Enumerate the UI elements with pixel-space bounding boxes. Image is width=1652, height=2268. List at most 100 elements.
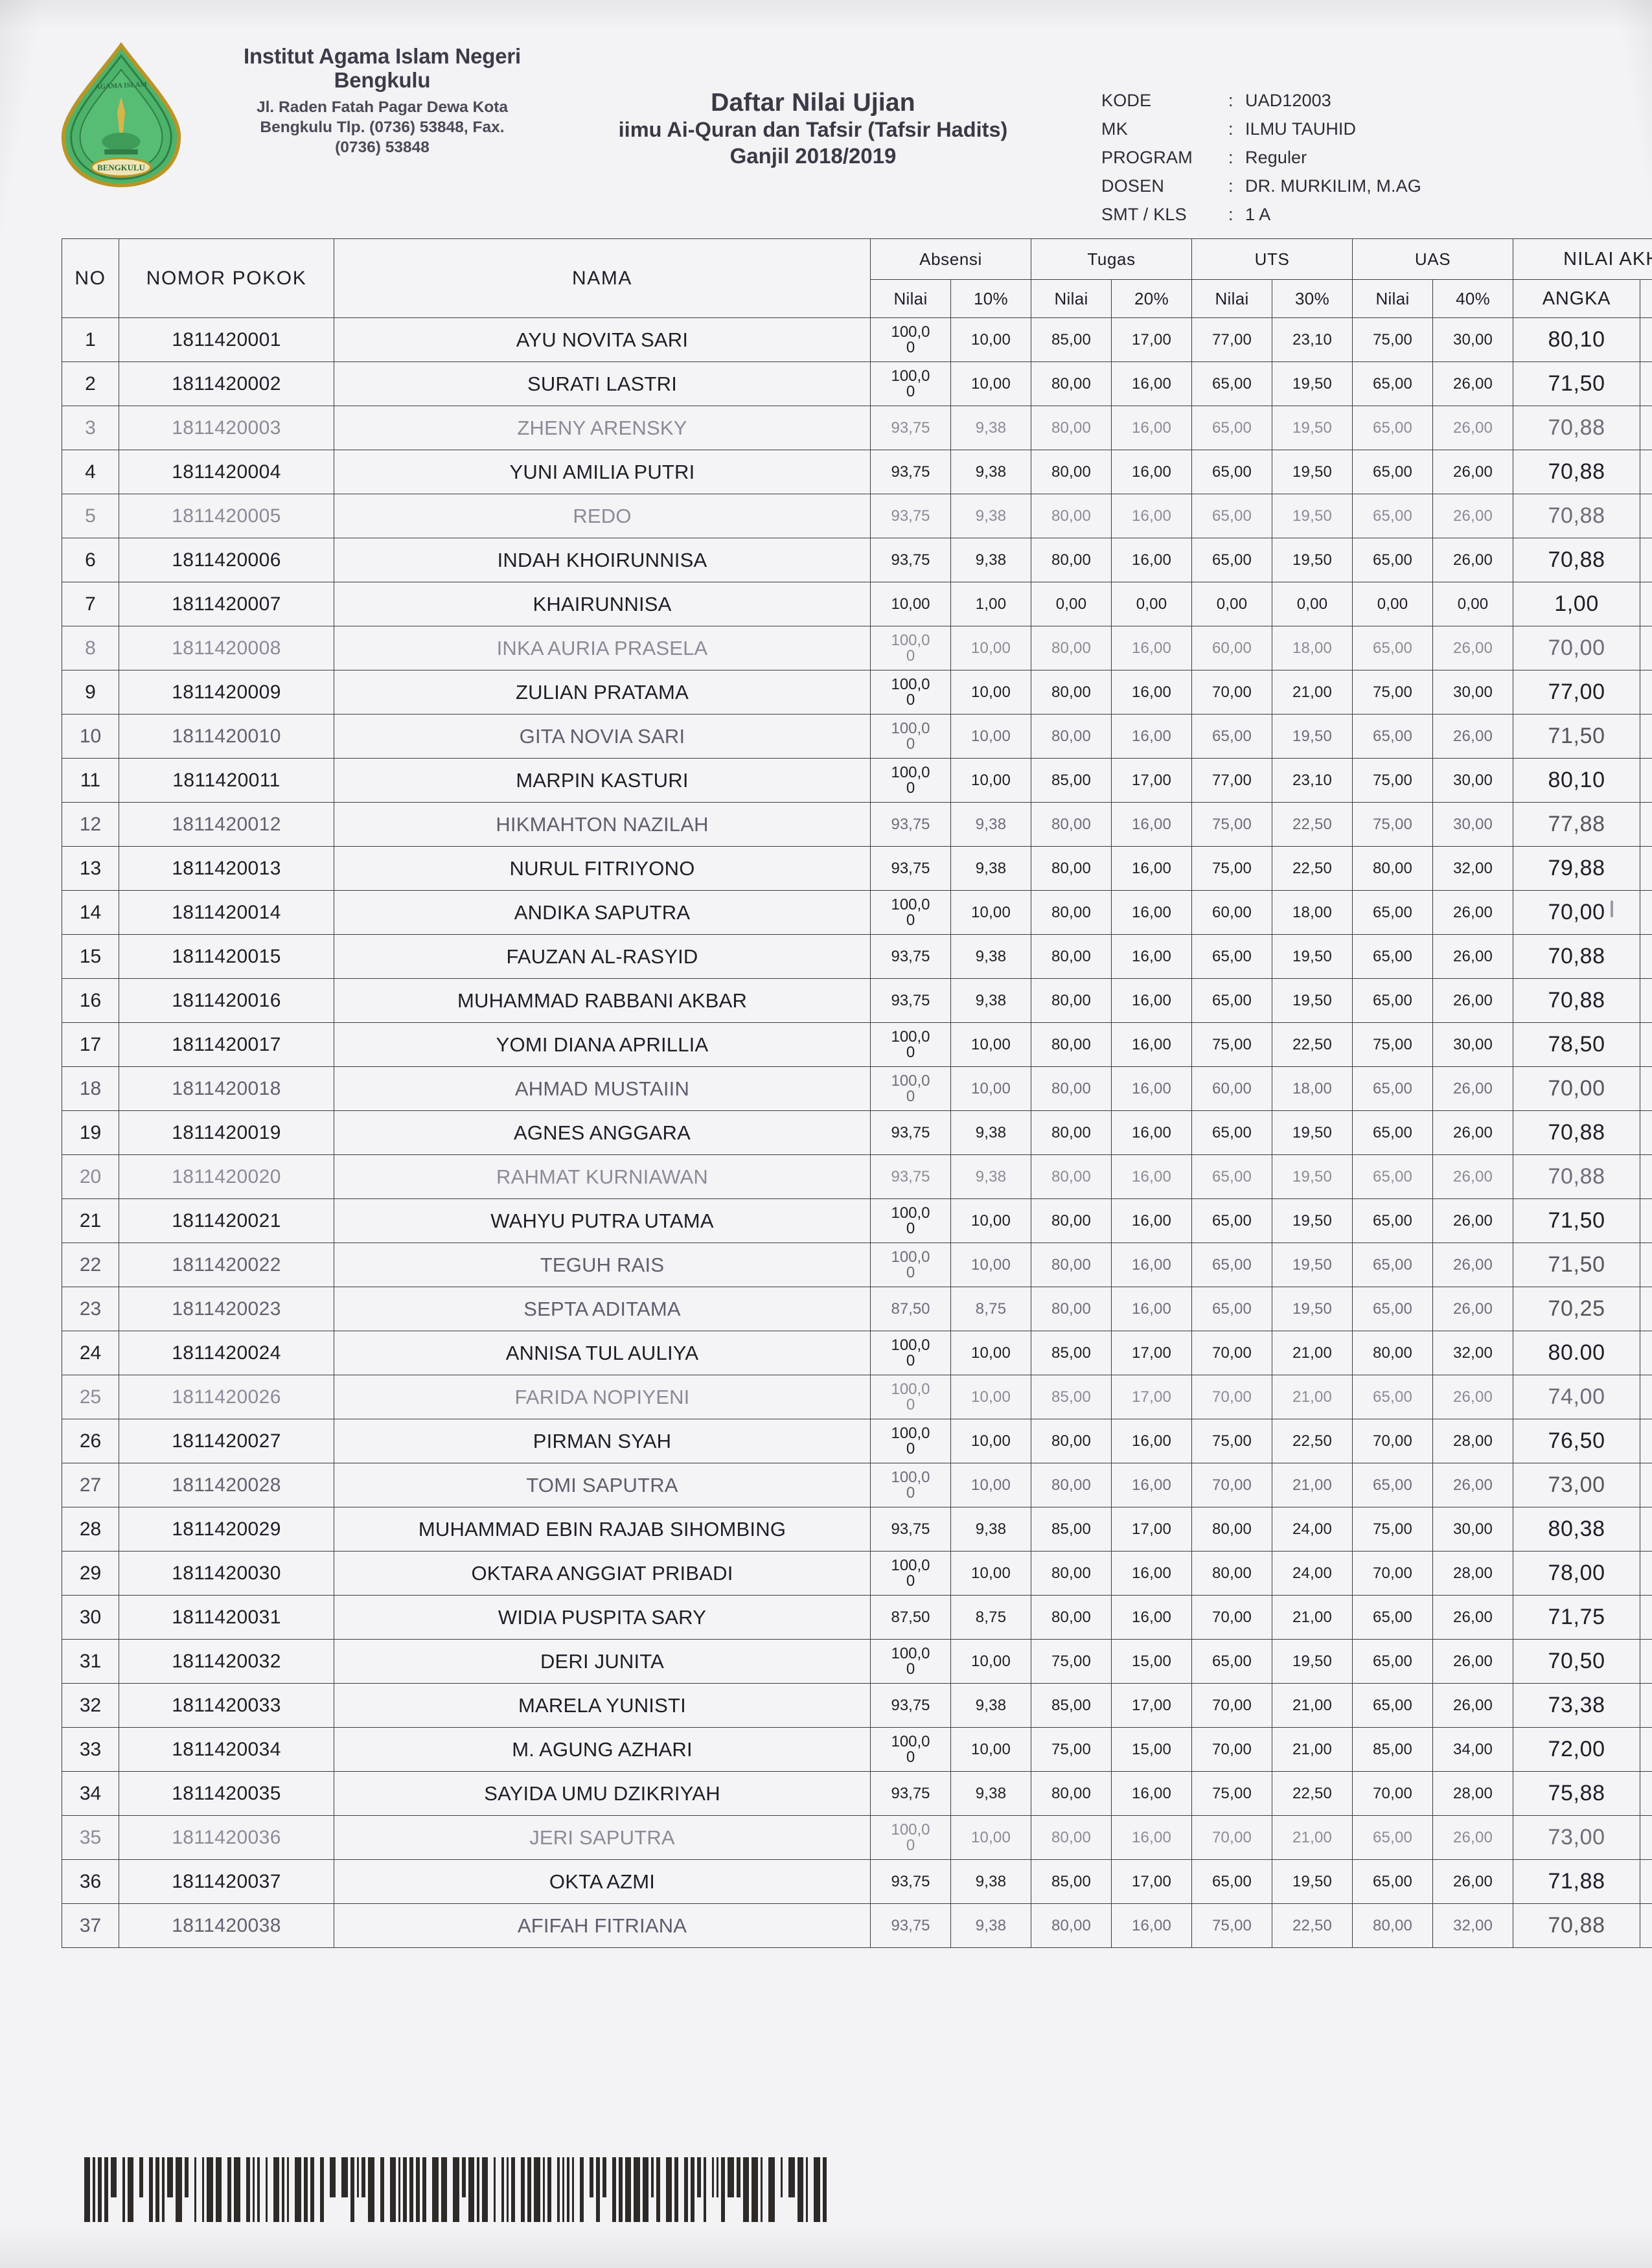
cell-nilai-akhir-huruf: B [1640,1198,1652,1243]
cell-absensi-nilai: 93,75 [870,494,951,538]
cell-absensi-pct: 9,38 [950,802,1032,847]
cell-nilai-akhir-huruf: B [1640,494,1652,538]
cell-uas-nilai: 65,00 [1352,978,1434,1023]
cell-absensi-nilai: 93,75 [870,538,951,582]
cell-uas-pct: 26,00 [1432,1639,1514,1684]
cell-nomor-pokok: 1811420001 [119,317,334,362]
cell-uts-pct: 24,00 [1272,1551,1353,1596]
cell-no: 31 [62,1639,119,1684]
cell-absensi-pct: 9,38 [950,1903,1032,1948]
cell-absensi-nilai: 93,75 [870,1110,951,1155]
cell-uas-pct: 26,00 [1432,1815,1514,1860]
cell-absensi-pct: 10,00 [950,890,1032,935]
header-nilai-akhir: NILAI AKHIR [1513,238,1652,280]
cell-uts-nilai: 65,00 [1191,538,1273,582]
barcode-bar [416,2157,420,2222]
cell-nilai-akhir-angka: 71,50 [1513,714,1641,759]
document-title-block: Daftar Nilai Ujian iimu Ai-Quran dan Taf… [557,88,1069,169]
barcode-bar [310,2157,314,2222]
cell-nilai-akhir-huruf: B [1640,978,1652,1023]
cell-no: 28 [62,1507,119,1552]
cell-nilai-akhir-huruf: B [1640,1066,1652,1111]
barcode-bar [380,2157,384,2222]
barcode-bar [751,2157,758,2222]
cell-uas-nilai: 65,00 [1352,626,1434,670]
cell-uts-pct: 19,50 [1272,406,1353,450]
cell-uas-pct: 26,00 [1432,406,1514,450]
cell-uts-pct: 18,00 [1272,1066,1353,1111]
cell-absensi-pct: 8,75 [950,1595,1032,1640]
barcode-bar [246,2157,250,2222]
table-row: 4 1811420004 YUNI AMILIA PUTRI 93,75 9,38 80,… [62,450,1652,494]
table-row: 22 1811420022 TEGUH RAIS 100,0 0 10,00 80,00 16… [62,1243,1652,1287]
table-row: 16 1811420016 MUHAMMAD RABBANI AKBAR 93,75 9… [62,978,1652,1023]
cell-uts-pct: 19,50 [1272,450,1353,494]
grades-table-body: 1 1811420001 AYU NOVITA SARI 100,0 0 10,00 85,… [62,317,1652,1948]
cell-nomor-pokok: 1811420024 [119,1331,334,1375]
cell-nilai-akhir-angka: 71,50 [1513,361,1641,406]
cell-uas-nilai: 65,00 [1352,494,1434,538]
cell-absensi-nilai: 100,0 0 [870,1419,951,1463]
barcode-bar [562,2157,565,2222]
barcode-bar [788,2157,795,2197]
cell-absensi-pct: 10,00 [950,1639,1032,1684]
cell-uas-pct: 30,00 [1432,758,1514,803]
cell-no: 9 [62,670,119,715]
cell-absensi-nilai: 93,75 [870,1771,951,1816]
barcode-bar [265,2157,268,2222]
cell-tugas-nilai: 80,00 [1031,890,1112,935]
cell-nilai-akhir-angka: 76,50 [1513,1419,1641,1463]
cell-nama: PIRMAN SYAH [334,1419,871,1463]
cell-nama: M. AGUNG AZHARI [334,1727,871,1772]
barcode-bar [721,2157,726,2222]
cell-nilai-akhir-angka: 70,88 [1513,538,1641,582]
cell-nama: YUNI AMILIA PUTRI [334,450,871,494]
cell-uts-pct: 22,50 [1272,1903,1353,1948]
institution-logo-icon: BENGKULU AGAMA ISLAM [51,41,192,189]
header-uas-nilai: Nilai [1352,279,1434,318]
cell-tugas-pct: 15,00 [1111,1727,1193,1772]
barcode-bar [162,2157,165,2222]
cell-absensi-nilai: 93,75 [870,450,951,494]
cell-tugas-nilai: 80,00 [1031,626,1112,670]
header-uts: UTS [1191,238,1353,280]
cell-tugas-nilai: 80,00 [1031,1815,1112,1860]
cell-nilai-akhir-angka: 80,10 [1513,317,1641,362]
cell-nama: JERI SAPUTRA [334,1815,871,1860]
cell-tugas-pct: 17,00 [1111,1683,1193,1728]
cell-uts-pct: 19,50 [1272,538,1353,582]
cell-no: 6 [62,538,119,582]
cell-nilai-akhir-angka: 73,00 [1513,1463,1641,1507]
cell-uas-nilai: 65,00 [1352,714,1434,759]
cell-tugas-pct: 16,00 [1111,406,1193,450]
cell-absensi-pct: 10,00 [950,1375,1032,1419]
barcode-bar [711,2157,714,2197]
cell-absensi-pct: 10,00 [950,1243,1032,1287]
cell-uts-pct: 23,10 [1272,317,1353,362]
cell-no: 25 [62,1375,119,1419]
table-row: 7 1811420007 KHAIRUNNISA 10,00 1,00 0,00 0,00 0… [62,582,1652,626]
cell-tugas-pct: 16,00 [1111,1903,1193,1948]
barcode-bar [494,2157,496,2222]
cell-tugas-nilai: 80,00 [1031,1022,1112,1067]
cell-no: 3 [62,406,119,450]
cell-uas-nilai: 65,00 [1352,1815,1434,1860]
cell-uas-nilai: 80,00 [1352,1331,1434,1375]
table-row: 6 1811420006 INDAH KHOIRUNNISA 93,75 9,38 80,… [62,538,1652,582]
barcode-bar [422,2157,427,2222]
cell-nilai-akhir-angka: 71,50 [1513,1243,1641,1287]
cell-nomor-pokok: 1811420019 [119,1110,334,1155]
cell-uas-nilai: 65,00 [1352,1639,1434,1684]
barcode-bar [684,2157,689,2222]
cell-nomor-pokok: 1811420011 [119,758,334,803]
cell-uts-nilai: 65,00 [1191,1287,1273,1331]
cell-uas-nilai: 65,00 [1352,1287,1434,1331]
cell-absensi-pct: 9,38 [950,978,1032,1023]
cell-absensi-nilai: 100,0 0 [870,361,951,406]
cell-nilai-akhir-angka: 74,00 [1513,1375,1641,1419]
table-row: 18 1811420018 AHMAD MUSTAIIN 100,0 0 10,00 80,… [62,1066,1652,1111]
cell-no: 7 [62,582,119,626]
cell-uas-pct: 26,00 [1432,450,1514,494]
header-uas-pct: 40% [1432,279,1514,318]
cell-uas-pct: 30,00 [1432,1022,1514,1067]
